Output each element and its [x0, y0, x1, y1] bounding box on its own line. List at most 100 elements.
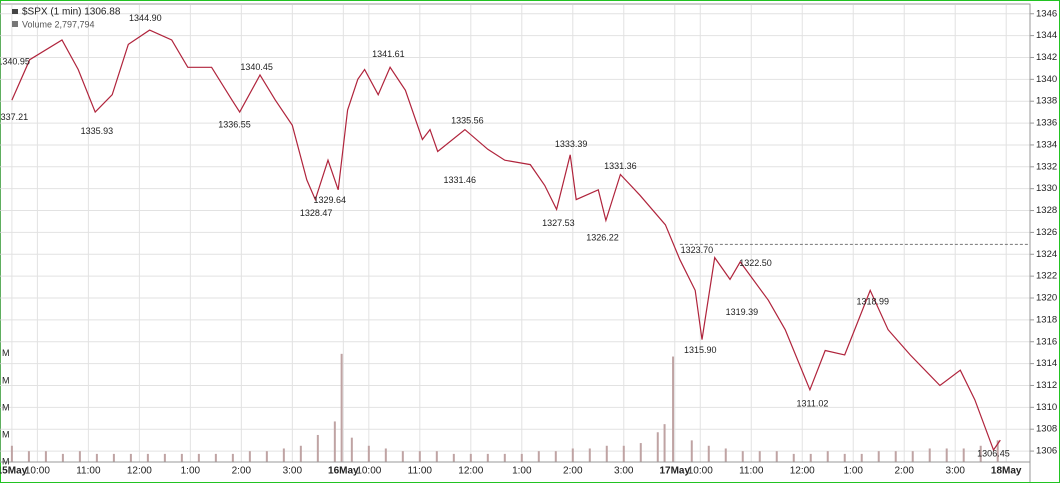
x-tick-label: 11:00: [76, 466, 101, 477]
volume-bar: [350, 437, 353, 462]
volume-bar: [843, 453, 846, 462]
y-tick-label: 1310: [1036, 402, 1057, 413]
y-tick-label: 1320: [1036, 293, 1057, 304]
x-tick-label: 10:00: [356, 466, 381, 477]
x-tick-label: 12:00: [127, 466, 152, 477]
volume-bar: [340, 353, 343, 462]
volume-bar: [452, 453, 455, 462]
volume-bar: [656, 432, 659, 462]
x-tick-label: 12:00: [790, 466, 815, 477]
x-tick-label: 17May: [659, 466, 690, 477]
price-annotation: 1306.45: [977, 449, 1010, 459]
volume-bar: [384, 448, 387, 462]
y-tick-label: 1316: [1036, 336, 1057, 347]
price-annotation: 1315.90: [684, 345, 717, 355]
volume-bar: [197, 453, 200, 462]
volume-bar: [741, 451, 744, 462]
x-tick-label: 16May: [328, 466, 359, 477]
volume-bar: [316, 434, 319, 462]
volume-bar: [928, 448, 931, 462]
y-tick-label: 1338: [1036, 96, 1057, 107]
price-annotation: 1319.39: [726, 307, 759, 317]
price-annotation: 1311.02: [797, 399, 829, 409]
x-tick-label: 2:00: [894, 466, 914, 477]
chart-title: $SPX (1 min) 1306.88: [22, 7, 121, 18]
price-annotation: 1327.53: [542, 218, 575, 228]
volume-bar: [758, 451, 761, 462]
volume-bar: [282, 448, 285, 462]
x-tick-label: 1:00: [843, 466, 863, 477]
volume-bar: [231, 453, 234, 462]
volume-bar: [826, 451, 829, 462]
y-tick-label: 1306: [1036, 446, 1057, 457]
price-annotation: 1341.61: [372, 49, 405, 59]
x-tick-label: 18May: [991, 466, 1022, 477]
volume-bar: [663, 424, 666, 462]
price-annotation: 1318.99: [857, 296, 890, 306]
volume-bar: [367, 445, 370, 462]
y-tick-label: 1314: [1036, 358, 1057, 369]
plot: 1340.95 1337.21 1344.90 1335.93 1336.55 1340.…: [0, 13, 1028, 459]
price-annotation: 1333.39: [555, 139, 588, 149]
volume-bar: [945, 448, 948, 462]
x-tick-label: 10:00: [688, 466, 713, 477]
volume-bar: [911, 451, 914, 462]
volume-bar: [469, 453, 472, 462]
volume-bar: [537, 451, 540, 462]
y-tick-label: 1340: [1036, 74, 1057, 85]
legend-icon: [12, 9, 18, 14]
volume-bar: [588, 448, 591, 462]
volume-bar: [792, 453, 795, 462]
y-tick-label: 1328: [1036, 205, 1057, 216]
volume-bar: [299, 445, 302, 462]
volume-tick-label: M: [2, 456, 10, 466]
volume-bar: [214, 453, 217, 462]
volume: [10, 353, 999, 462]
price-annotation: 1340.95: [0, 56, 30, 66]
volume-bar: [435, 451, 438, 462]
volume-bar: [639, 443, 642, 462]
x-tick-label: 2:00: [563, 466, 583, 477]
price-annotation: 1328.47: [300, 208, 333, 218]
volume-bar: [503, 453, 506, 462]
volume-bar: [520, 453, 523, 462]
x-tick-label: 3:00: [945, 466, 965, 477]
price-annotation: 1331.36: [604, 161, 637, 171]
volume-bar: [418, 451, 421, 462]
volume-bar: [554, 451, 557, 462]
grid: [0, 5, 1030, 462]
y-tick-label: 1330: [1036, 183, 1057, 194]
y-tick-label: 1322: [1036, 271, 1057, 282]
volume-bar: [163, 453, 166, 462]
volume-tick-label: M: [2, 348, 10, 358]
volume-bar: [571, 448, 574, 462]
volume-bar: [672, 356, 675, 462]
volume-bar: [44, 451, 47, 462]
price-annotation: 1337.21: [0, 112, 28, 122]
volume-bar: [401, 451, 404, 462]
x-tick-label: 1:00: [512, 466, 532, 477]
volume-bar: [622, 445, 625, 462]
volume-bar: [979, 445, 982, 462]
volume-tick-label: M: [2, 402, 10, 412]
volume-tick-label: M: [2, 375, 10, 385]
y-tick-label: 1336: [1036, 118, 1057, 129]
price-annotation: 1323.70: [681, 245, 714, 255]
y-tick-label: 1324: [1036, 249, 1057, 260]
x-tick-label: 11:00: [739, 466, 764, 477]
volume-bar: [996, 440, 999, 462]
y-tick-label: 1308: [1036, 424, 1057, 435]
volume-bar: [129, 453, 132, 462]
volume-bar: [112, 453, 115, 462]
x-tick-label: 3:00: [614, 466, 634, 477]
volume-bar: [265, 451, 268, 462]
x-tick-label: 1:00: [181, 466, 201, 477]
price-annotation: 1335.56: [451, 115, 484, 125]
y-tick-label: 1346: [1036, 8, 1057, 19]
x-tick-label: 3:00: [283, 466, 303, 477]
volume-bar: [78, 451, 81, 462]
volume-bar: [877, 451, 880, 462]
y-tick-label: 1326: [1036, 227, 1057, 238]
y-tick-label: 1342: [1036, 52, 1057, 63]
price-annotation: 1326.22: [586, 232, 619, 242]
